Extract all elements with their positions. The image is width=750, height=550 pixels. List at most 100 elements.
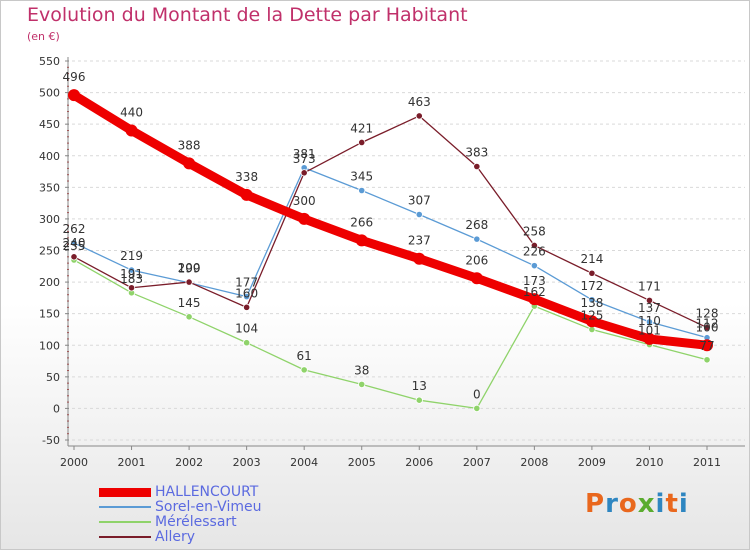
- logo-letter: P: [585, 489, 606, 519]
- data-label-allery: 128: [696, 307, 719, 321]
- point-sorel-en-vimeu: [127, 266, 136, 274]
- data-label-hallencourt: 496: [63, 70, 86, 84]
- point-hallencourt: [528, 293, 541, 306]
- point-hallencourt: [701, 339, 713, 352]
- data-label-merelessart: 77: [699, 339, 714, 353]
- point-hallencourt: [68, 89, 80, 102]
- logo-letter: x: [637, 489, 656, 519]
- y-tick-label: 450: [39, 118, 60, 131]
- data-label-merelessart: 183: [120, 272, 143, 286]
- point-merelessart: [358, 380, 366, 389]
- point-hallencourt: [413, 252, 426, 265]
- legend-item-allery: Allery: [99, 529, 399, 545]
- legend-label: Allery: [155, 529, 196, 545]
- data-label-allery: 240: [63, 236, 86, 250]
- point-allery: [127, 284, 136, 292]
- data-label-sorel-en-vimeu: 219: [120, 249, 143, 263]
- x-tick-label: 2001: [118, 456, 146, 469]
- point-merelessart: [185, 313, 193, 321]
- point-allery: [703, 323, 711, 332]
- point-merelessart: [415, 396, 423, 404]
- y-tick-label: -50: [42, 434, 60, 447]
- y-tick-label: 250: [39, 245, 60, 258]
- y-tick-label: 200: [39, 276, 60, 289]
- legend-item-sorel-en-vimeu: Sorel-en-Vimeu: [99, 499, 399, 515]
- data-label-hallencourt: 237: [408, 234, 431, 248]
- y-tick-label: 350: [39, 181, 60, 194]
- data-label-merelessart: 162: [523, 285, 546, 299]
- point-hallencourt: [585, 315, 598, 328]
- series-line-allery: [73, 115, 708, 329]
- data-label-sorel-en-vimeu: 345: [350, 169, 373, 183]
- y-tick-label: 550: [39, 55, 60, 68]
- point-allery: [530, 241, 538, 250]
- data-label-allery: 171: [638, 279, 661, 293]
- legend-swatch: [99, 536, 151, 538]
- data-label-merelessart: 125: [580, 308, 603, 322]
- data-label-sorel-en-vimeu: 307: [408, 193, 431, 207]
- x-tick-label: 2010: [635, 456, 663, 469]
- legend-item-merelessart: Mérélessart: [99, 514, 399, 530]
- series-lines: [68, 89, 713, 413]
- point-sorel-en-vimeu: [588, 296, 596, 304]
- data-label-hallencourt: 440: [120, 105, 143, 119]
- series-line-sorel-en-vimeu: [73, 167, 708, 339]
- point-sorel-en-vimeu: [70, 239, 78, 247]
- x-tick-label: 2005: [348, 456, 376, 469]
- data-label-hallencourt: 110: [638, 314, 661, 328]
- x-tick-label: 2006: [405, 456, 433, 469]
- data-label-merelessart: 61: [297, 349, 312, 363]
- x-tick-label: 2008: [520, 456, 548, 469]
- legend: HALLENCOURT Sorel-en-Vimeu Mérélessart Alle…: [99, 484, 399, 545]
- data-label-hallencourt: 173: [523, 274, 546, 288]
- y-tick-label: 400: [39, 150, 60, 163]
- data-label-sorel-en-vimeu: 262: [63, 222, 86, 236]
- x-tick-label: 2009: [578, 456, 606, 469]
- x-tick-label: 2004: [290, 456, 318, 469]
- point-hallencourt: [125, 124, 138, 137]
- point-allery: [185, 278, 193, 286]
- data-label-allery: 214: [580, 252, 603, 266]
- x-tick-label: 2003: [233, 456, 261, 469]
- x-tick-label: 2002: [175, 456, 203, 469]
- y-tick-label: 150: [39, 308, 60, 321]
- point-merelessart: [703, 356, 711, 364]
- data-label-sorel-en-vimeu: 172: [580, 279, 603, 293]
- data-label-merelessart: 38: [354, 363, 369, 377]
- data-label-hallencourt: 300: [293, 194, 316, 208]
- proxiti-logo: Proxiti: [585, 489, 689, 519]
- point-sorel-en-vimeu: [243, 293, 251, 301]
- data-label-allery: 160: [235, 286, 258, 300]
- data-label-allery: 258: [523, 224, 546, 238]
- data-label-sorel-en-vimeu: 199: [178, 262, 201, 276]
- legend-item-hallencourt: HALLENCOURT: [99, 484, 399, 500]
- logo-letter: r: [605, 489, 619, 519]
- legend-label: Sorel-en-Vimeu: [155, 499, 262, 515]
- logo-letter: i: [655, 489, 666, 519]
- data-label-merelessart: 0: [473, 387, 481, 401]
- data-label-hallencourt: 338: [235, 170, 258, 184]
- data-label-hallencourt: 206: [465, 253, 488, 267]
- data-label-merelessart: 145: [178, 296, 201, 310]
- data-label-hallencourt: 266: [350, 215, 373, 229]
- gridlines: [66, 60, 745, 441]
- data-label-allery: 373: [293, 152, 316, 166]
- point-sorel-en-vimeu: [415, 210, 423, 219]
- data-label-sorel-en-vimeu: 381: [293, 147, 316, 161]
- point-allery: [588, 269, 596, 277]
- data-label-sorel-en-vimeu: 226: [523, 245, 546, 259]
- point-hallencourt: [643, 332, 656, 345]
- chart-subtitle: (en €): [27, 30, 60, 43]
- logo-letter: t: [665, 489, 679, 519]
- data-label-sorel-en-vimeu: 112: [696, 317, 719, 331]
- y-tick-label: 100: [39, 339, 60, 352]
- legend-swatch: [99, 487, 151, 497]
- point-sorel-en-vimeu: [473, 235, 481, 243]
- point-hallencourt: [470, 272, 483, 285]
- point-allery: [70, 253, 78, 261]
- point-allery: [473, 162, 481, 171]
- point-sorel-en-vimeu: [645, 318, 654, 326]
